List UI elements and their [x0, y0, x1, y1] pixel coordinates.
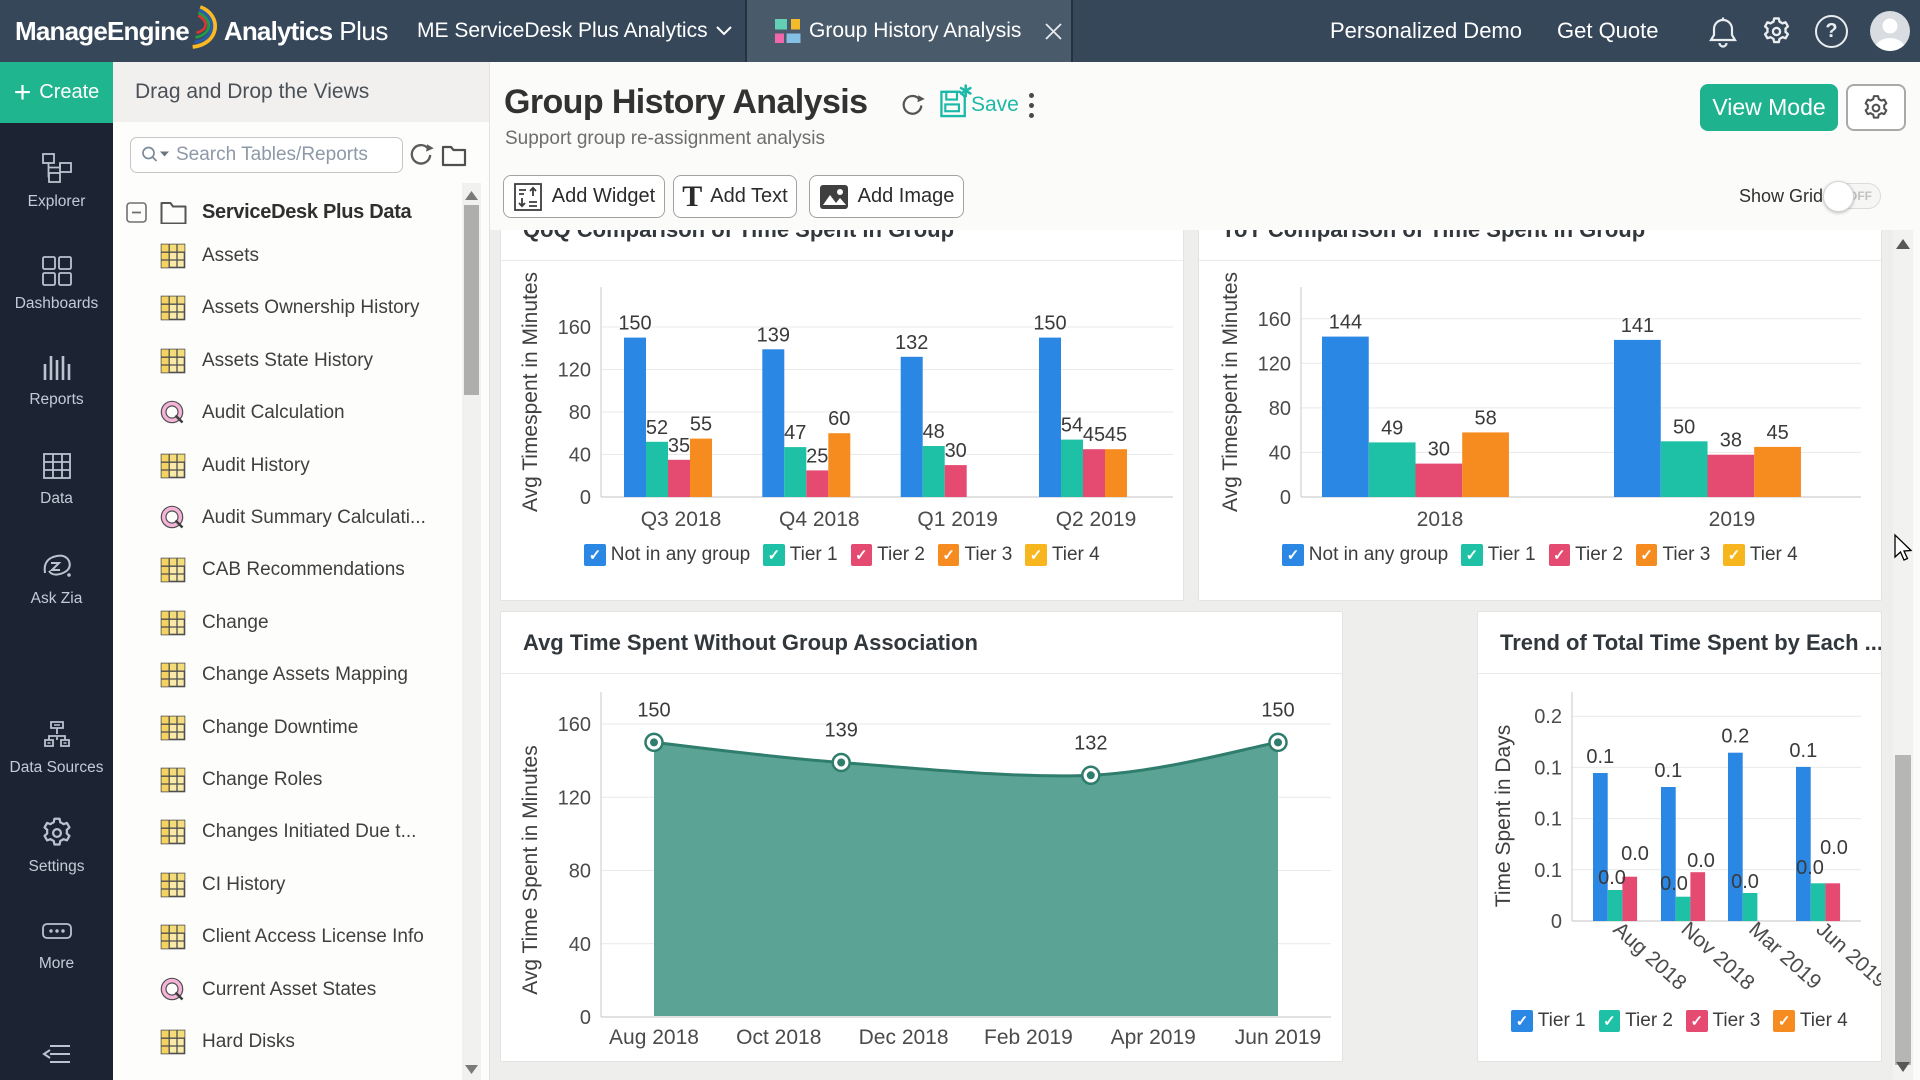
svg-text:0.2: 0.2 — [1721, 726, 1749, 748]
svg-text:Q2 2019: Q2 2019 — [1056, 508, 1137, 531]
svg-text:0.1: 0.1 — [1789, 740, 1817, 762]
svg-text:80: 80 — [569, 402, 591, 424]
svg-text:0.0: 0.0 — [1621, 843, 1649, 865]
svg-text:35: 35 — [668, 435, 690, 457]
svg-text:0.1: 0.1 — [1654, 760, 1682, 782]
svg-text:Oct 2018: Oct 2018 — [736, 1026, 821, 1049]
svg-text:49: 49 — [1381, 417, 1403, 439]
svg-text:45: 45 — [1766, 422, 1788, 444]
svg-text:50: 50 — [1673, 416, 1695, 438]
svg-text:54: 54 — [1061, 415, 1083, 437]
svg-text:Mar 2019: Mar 2019 — [1744, 918, 1825, 994]
svg-text:Nov 2018: Nov 2018 — [1677, 918, 1759, 995]
svg-text:Dec 2018: Dec 2018 — [859, 1026, 949, 1049]
svg-text:40: 40 — [1269, 442, 1291, 464]
svg-text:48: 48 — [923, 421, 945, 443]
svg-text:30: 30 — [945, 440, 967, 462]
svg-text:120: 120 — [558, 787, 591, 809]
svg-text:150: 150 — [637, 699, 670, 721]
svg-text:160: 160 — [558, 317, 591, 339]
svg-text:160: 160 — [558, 714, 591, 736]
svg-text:55: 55 — [690, 414, 712, 436]
svg-text:0.0: 0.0 — [1796, 857, 1824, 879]
svg-text:25: 25 — [806, 445, 828, 467]
svg-text:150: 150 — [1261, 699, 1294, 721]
svg-text:0: 0 — [580, 1007, 591, 1029]
svg-text:2019: 2019 — [1709, 508, 1756, 531]
svg-text:80: 80 — [1269, 398, 1291, 420]
svg-text:0.1: 0.1 — [1534, 860, 1562, 882]
svg-text:0.0: 0.0 — [1598, 867, 1626, 889]
svg-text:0.2: 0.2 — [1534, 706, 1562, 728]
svg-text:Avg Time Spent in Minutes: Avg Time Spent in Minutes — [519, 745, 542, 994]
svg-text:Avg Timespent in Minutes: Avg Timespent in Minutes — [519, 272, 542, 512]
svg-text:30: 30 — [1428, 439, 1450, 461]
svg-text:Q4 2018: Q4 2018 — [779, 508, 860, 531]
svg-text:52: 52 — [646, 417, 668, 439]
svg-text:139: 139 — [757, 324, 790, 346]
svg-text:0: 0 — [1551, 911, 1562, 933]
svg-text:150: 150 — [1033, 313, 1066, 335]
svg-text:0: 0 — [580, 487, 591, 509]
svg-text:Q3 2018: Q3 2018 — [641, 508, 722, 531]
svg-text:132: 132 — [1074, 732, 1107, 754]
svg-text:0.0: 0.0 — [1687, 850, 1715, 872]
svg-text:150: 150 — [618, 313, 651, 335]
svg-text:Aug 2018: Aug 2018 — [609, 1026, 699, 1049]
svg-text:Feb 2019: Feb 2019 — [984, 1026, 1073, 1049]
svg-text:160: 160 — [1258, 309, 1291, 331]
svg-text:0: 0 — [1280, 487, 1291, 509]
svg-text:2018: 2018 — [1417, 508, 1464, 531]
svg-text:58: 58 — [1474, 407, 1496, 429]
svg-text:0.0: 0.0 — [1731, 871, 1759, 893]
svg-text:141: 141 — [1621, 315, 1654, 337]
svg-text:45: 45 — [1105, 424, 1127, 446]
svg-text:Aug 2018: Aug 2018 — [1609, 918, 1691, 995]
svg-text:0.1: 0.1 — [1534, 757, 1562, 779]
svg-text:120: 120 — [558, 360, 591, 382]
svg-text:Jun 2019: Jun 2019 — [1812, 918, 1881, 993]
svg-text:Apr 2019: Apr 2019 — [1111, 1026, 1196, 1049]
svg-text:45: 45 — [1083, 424, 1105, 446]
svg-text:120: 120 — [1258, 353, 1291, 375]
svg-text:0.0: 0.0 — [1660, 873, 1688, 895]
svg-text:40: 40 — [569, 934, 591, 956]
svg-text:40: 40 — [569, 445, 591, 467]
svg-text:0.1: 0.1 — [1534, 809, 1562, 831]
svg-text:60: 60 — [828, 408, 850, 430]
svg-text:80: 80 — [569, 861, 591, 883]
svg-text:Jun 2019: Jun 2019 — [1235, 1026, 1321, 1049]
svg-text:Avg Timespent in Minutes: Avg Timespent in Minutes — [1219, 272, 1242, 512]
svg-text:0.1: 0.1 — [1586, 746, 1614, 768]
svg-text:0.0: 0.0 — [1820, 837, 1848, 859]
svg-text:38: 38 — [1720, 430, 1742, 452]
svg-text:144: 144 — [1329, 312, 1362, 334]
svg-text:Q1 2019: Q1 2019 — [917, 508, 998, 531]
svg-text:Time Spent in Days: Time Spent in Days — [1492, 725, 1515, 907]
svg-text:139: 139 — [825, 720, 858, 742]
svg-text:47: 47 — [784, 422, 806, 444]
svg-text:132: 132 — [895, 332, 928, 354]
